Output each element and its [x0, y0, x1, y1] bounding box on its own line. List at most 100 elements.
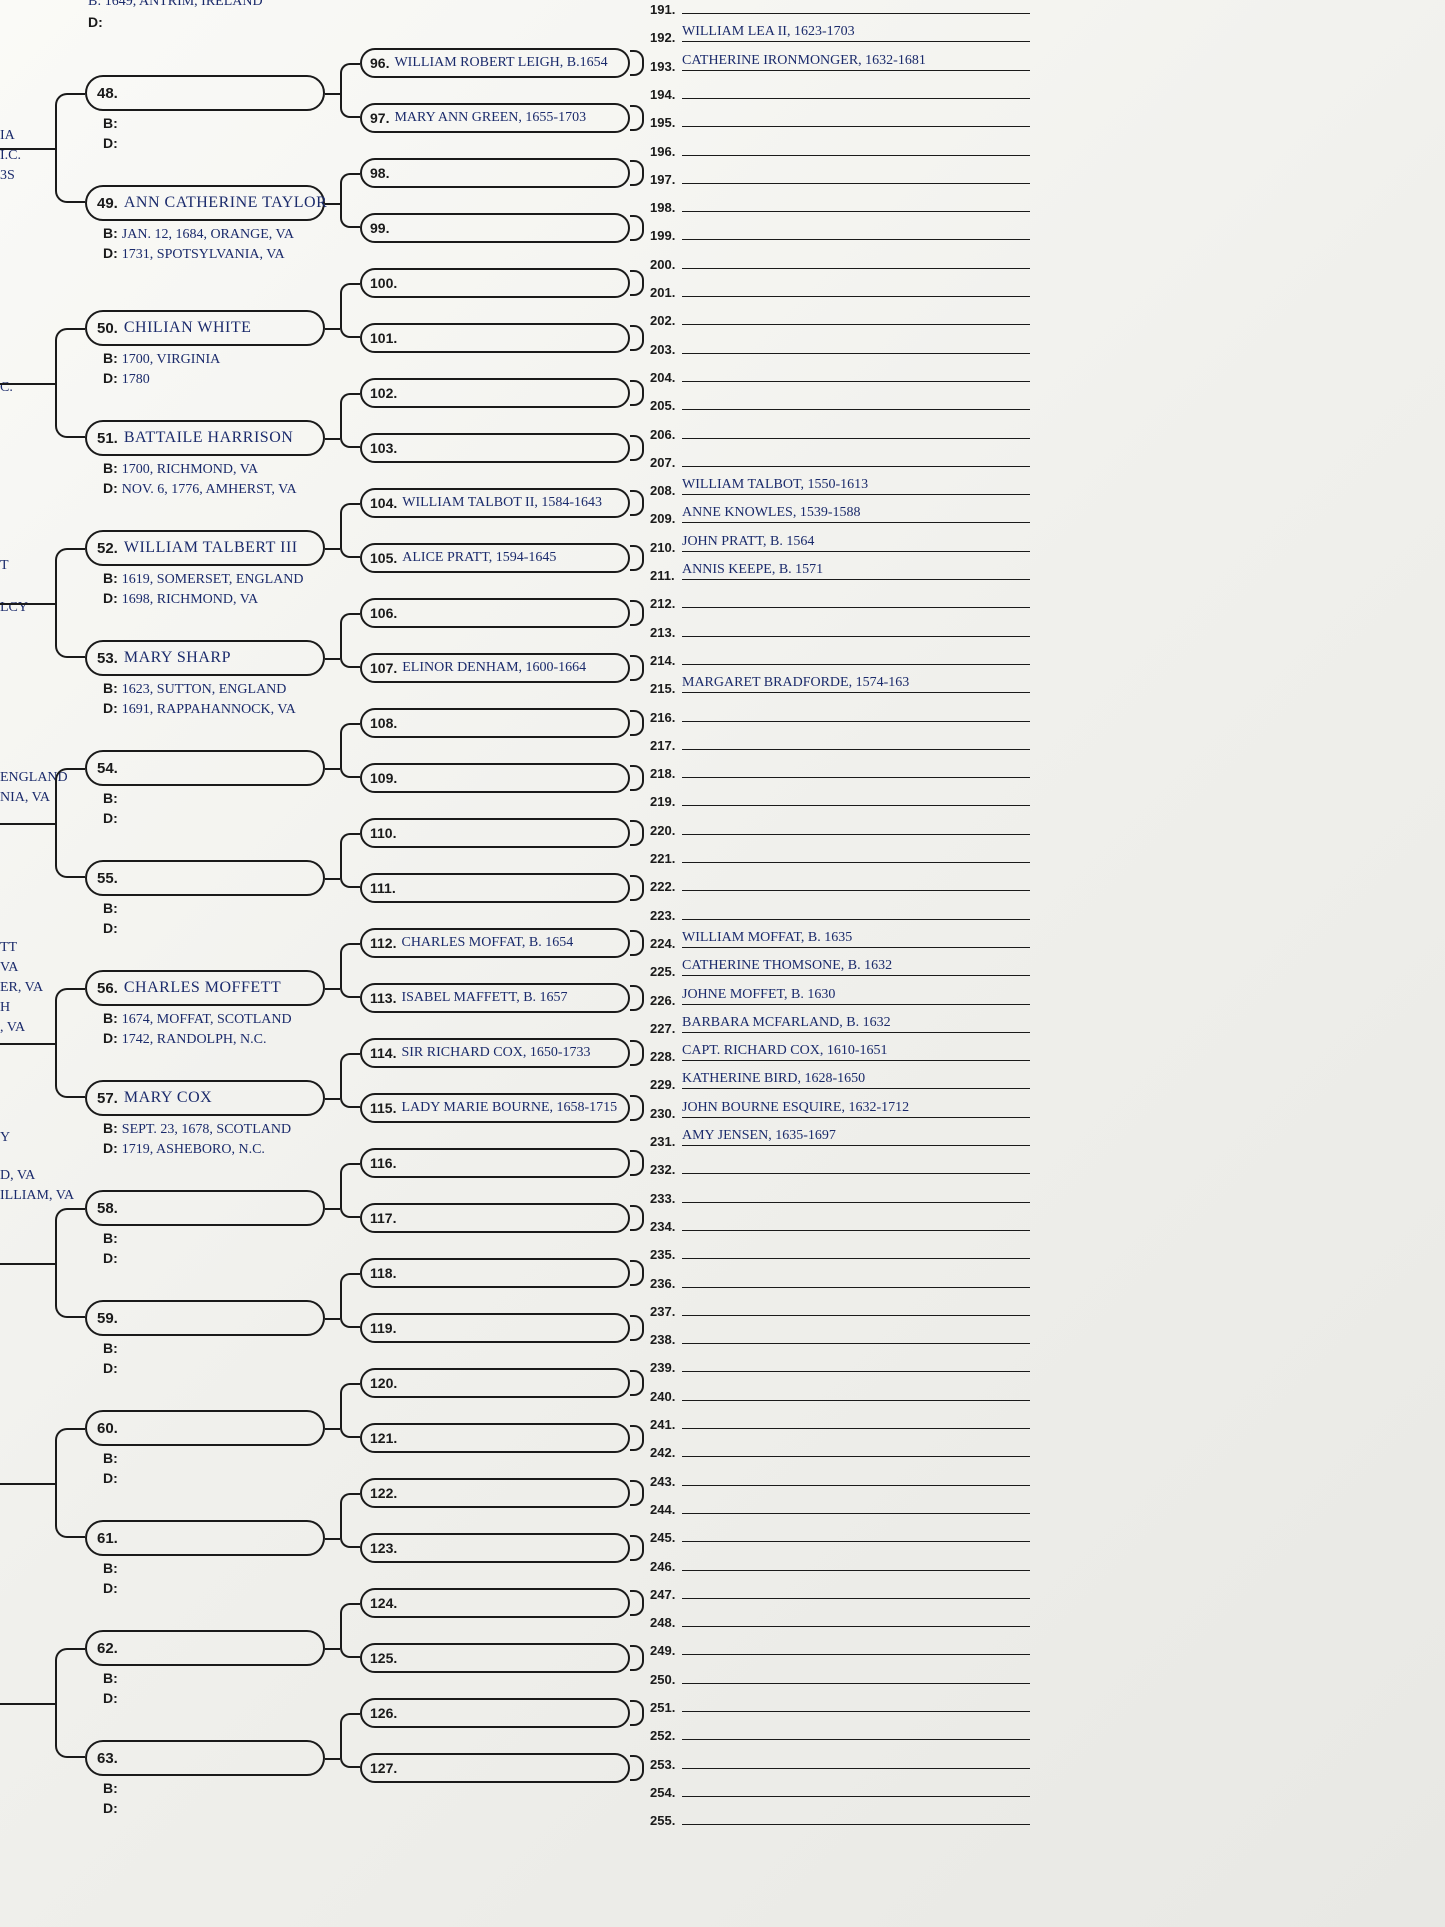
ancestor-number: 115.	[370, 1100, 396, 1116]
death-line: D:1691, RAPPAHANNOCK, VA	[103, 700, 296, 718]
ancestor-number: 253.	[650, 1757, 682, 1772]
ancestor-line-216: 216.	[650, 708, 1030, 725]
entry-line	[682, 764, 1030, 778]
ancestor-box-106: 106.	[360, 598, 630, 628]
connector	[630, 1590, 644, 1616]
ancestor-name: CATHERINE THOMSONE, B. 1632	[682, 958, 892, 974]
ancestor-number: 221.	[650, 851, 682, 866]
partial-text: T	[0, 558, 9, 574]
ancestor-box-109: 109.	[360, 763, 630, 793]
entry-line	[682, 453, 1030, 467]
ancestor-number: 111.	[370, 880, 396, 896]
ancestor-box-96: 96.WILLIAM ROBERT LEIGH, B.1654	[360, 48, 630, 78]
connector	[0, 823, 55, 825]
ancestor-number: 106.	[370, 605, 397, 621]
ancestor-number: 118.	[370, 1265, 396, 1281]
connector	[340, 1273, 360, 1328]
ancestor-line-230: 230.JOHN BOURNE ESQUIRE, 1632-1712	[650, 1104, 1030, 1121]
ancestor-line-207: 207.	[650, 453, 1030, 470]
connector	[630, 820, 644, 846]
ancestor-line-194: 194.	[650, 85, 1030, 102]
birth-line: B:	[103, 1450, 122, 1468]
connector	[325, 1758, 340, 1760]
birth-line: B:	[103, 790, 122, 808]
ancestor-box-49: 49.ANN CATHERINE TAYLOR	[85, 185, 325, 221]
ancestor-line-209: 209.ANNE KNOWLES, 1539-1588	[650, 509, 1030, 526]
ancestor-line-213: 213.	[650, 623, 1030, 640]
ancestor-number: 59.	[97, 1310, 118, 1327]
ancestor-box-119: 119.	[360, 1313, 630, 1343]
ancestor-number: 213.	[650, 625, 682, 640]
connector	[0, 383, 55, 385]
ancestor-name: ANNE KNOWLES, 1539-1588	[682, 505, 860, 521]
connector	[630, 1480, 644, 1506]
connector	[630, 765, 644, 791]
birth-line: B:1700, RICHMOND, VA	[103, 460, 258, 478]
ancestor-name: WILLIAM LEA II, 1623-1703	[682, 24, 855, 40]
entry-line	[682, 1641, 1030, 1655]
ancestor-name: WILLIAM TALBOT, 1550-1613	[682, 477, 868, 493]
connector	[630, 875, 644, 901]
entry-line	[682, 170, 1030, 184]
ancestor-number: 239.	[650, 1360, 682, 1375]
ancestor-box-117: 117.	[360, 1203, 630, 1233]
death-line: D:	[103, 1800, 122, 1818]
ancestor-box-56: 56.CHARLES MOFFETT	[85, 970, 325, 1006]
ancestor-line-214: 214.	[650, 651, 1030, 668]
connector	[0, 1263, 55, 1265]
ancestor-name: WILLIAM TALBOT II, 1584-1643	[402, 495, 602, 511]
ancestor-box-123: 123.	[360, 1533, 630, 1563]
ancestor-number: 193.	[650, 59, 682, 74]
ancestor-box-58: 58.	[85, 1190, 325, 1226]
entry-line	[682, 1415, 1030, 1429]
partial-text: D, VA	[0, 1168, 35, 1184]
ancestor-number: 98.	[370, 165, 389, 181]
ancestor-name: WILLIAM ROBERT LEIGH, B.1654	[394, 55, 607, 71]
connector	[325, 1318, 340, 1320]
entry-line	[682, 1585, 1030, 1599]
connector	[340, 503, 360, 558]
entry-line: CAPT. RICHARD COX, 1610-1651	[682, 1047, 1030, 1061]
birth-line: B:1619, SOMERSET, ENGLAND	[103, 570, 304, 588]
entry-line: ANNIS KEEPE, B. 1571	[682, 566, 1030, 580]
connector	[340, 723, 360, 778]
connector	[325, 988, 340, 990]
ancestor-number: 191.	[650, 2, 682, 17]
ancestor-number: 250.	[650, 1672, 682, 1687]
partial-text: D:	[88, 14, 103, 30]
ancestor-number: 206.	[650, 427, 682, 442]
ancestor-number: 203.	[650, 342, 682, 357]
ancestor-number: 205.	[650, 398, 682, 413]
ancestor-number: 104.	[370, 495, 397, 511]
ancestor-number: 105.	[370, 550, 397, 566]
ancestor-number: 200.	[650, 257, 682, 272]
ancestor-number: 248.	[650, 1615, 682, 1630]
connector	[630, 1150, 644, 1176]
connector	[630, 325, 644, 351]
ancestor-name: ALICE PRATT, 1594-1645	[402, 550, 556, 566]
ancestor-number: 251.	[650, 1700, 682, 1715]
entry-line	[682, 651, 1030, 665]
ancestor-line-246: 246.	[650, 1557, 1030, 1574]
entry-line	[682, 1358, 1030, 1372]
ancestor-number: 237.	[650, 1304, 682, 1319]
ancestor-line-235: 235.	[650, 1245, 1030, 1262]
connector	[630, 1755, 644, 1781]
entry-line	[682, 311, 1030, 325]
ancestor-line-191: 191.	[650, 0, 1030, 17]
ancestor-number: 217.	[650, 738, 682, 753]
ancestor-number: 127.	[370, 1760, 397, 1776]
ancestor-line-226: 226.JOHNE MOFFET, B. 1630	[650, 991, 1030, 1008]
entry-line	[682, 1274, 1030, 1288]
partial-text: TT	[0, 940, 17, 956]
connector	[55, 1648, 85, 1758]
ancestor-number: 240.	[650, 1389, 682, 1404]
ancestor-line-247: 247.	[650, 1585, 1030, 1602]
ancestor-line-212: 212.	[650, 594, 1030, 611]
connector	[0, 1703, 55, 1705]
partial-text: 3S	[0, 168, 15, 184]
ancestor-name: BATTAILE HARRISON	[124, 429, 293, 447]
ancestor-box-113: 113.ISABEL MAFFETT, B. 1657	[360, 983, 630, 1013]
entry-line	[682, 1726, 1030, 1740]
entry-line	[682, 1443, 1030, 1457]
